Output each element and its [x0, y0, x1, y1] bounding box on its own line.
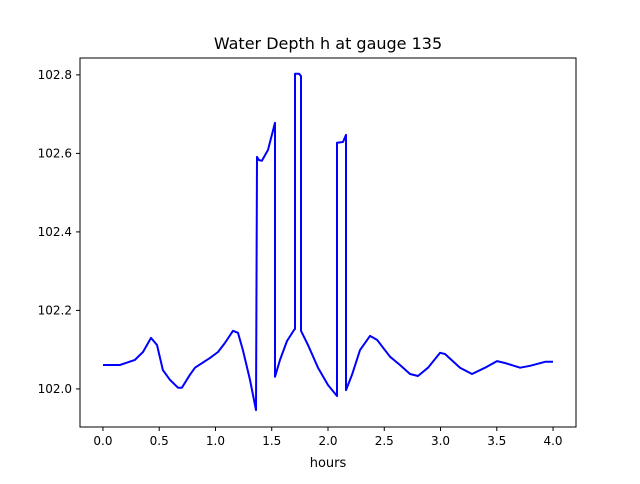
y-tick-label: 102.8 — [38, 68, 72, 82]
y-axis: 102.0 102.2 102.4 102.6 102.8 — [38, 68, 80, 396]
x-tick-label: 0.5 — [150, 434, 169, 448]
x-tick-label: 1.5 — [262, 434, 281, 448]
chart-title: Water Depth h at gauge 135 — [214, 34, 442, 53]
y-tick-label: 102.0 — [38, 382, 72, 396]
x-tick-label: 2.0 — [318, 434, 337, 448]
x-tick-label: 1.0 — [206, 434, 225, 448]
x-tick-label: 2.5 — [375, 434, 394, 448]
x-tick-label: 0.0 — [93, 434, 112, 448]
x-tick-label: 4.0 — [543, 434, 562, 448]
x-tick-label: 3.0 — [431, 434, 450, 448]
y-tick-label: 102.6 — [38, 146, 72, 160]
series-line-h — [103, 72, 553, 412]
y-tick-label: 102.2 — [38, 303, 72, 317]
x-tick-label: 3.5 — [487, 434, 506, 448]
y-tick-label: 102.4 — [38, 225, 72, 239]
x-axis-label: hours — [310, 456, 347, 471]
plot-area — [103, 72, 553, 412]
x-axis: 0.0 0.5 1.0 1.5 2.0 2.5 3.0 3.5 4.0 — [93, 427, 563, 448]
